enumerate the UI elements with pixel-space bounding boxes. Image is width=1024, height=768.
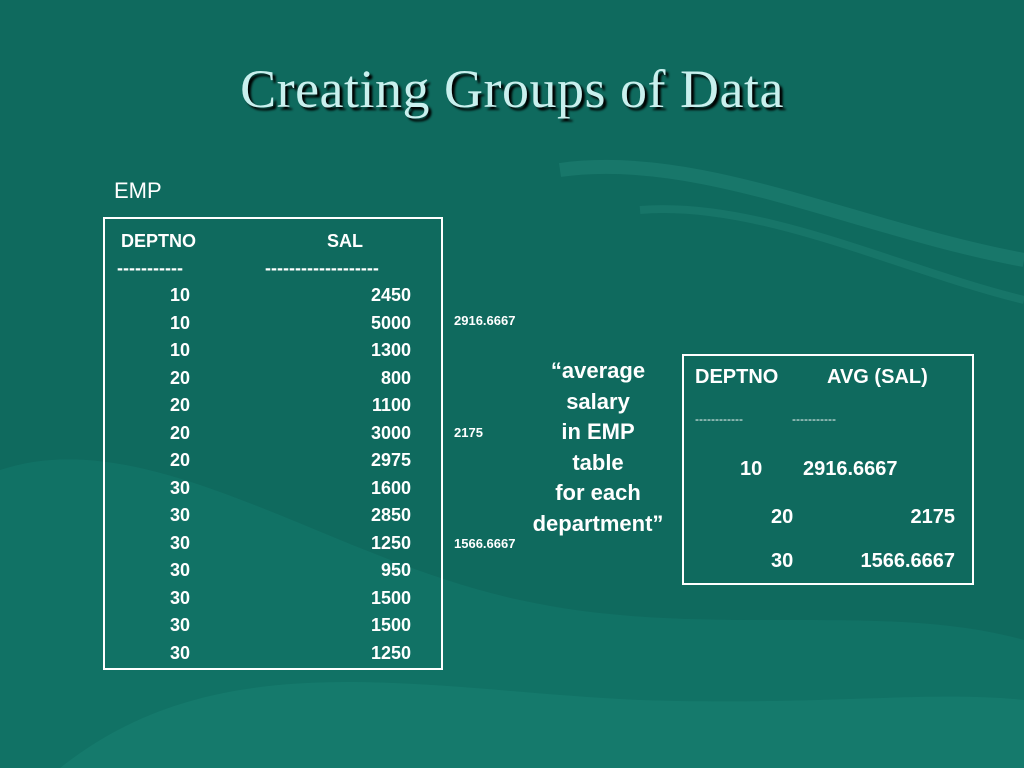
result-header-deptno: DEPTNO xyxy=(695,366,778,389)
emp-row: 30 1250 xyxy=(105,643,441,670)
result-avg: 1566.6667 xyxy=(860,550,955,573)
emp-row: 10 1300 xyxy=(105,340,441,367)
emp-deptno-cell: 20 xyxy=(145,450,215,471)
emp-sal-cell: 1500 xyxy=(291,615,411,636)
emp-deptno-cell: 30 xyxy=(145,643,215,664)
emp-deptno-cell: 30 xyxy=(145,505,215,526)
emp-row: 30 950 xyxy=(105,560,441,587)
emp-deptno-cell: 30 xyxy=(145,588,215,609)
emp-deptno-cell: 20 xyxy=(145,423,215,444)
callout-line: table xyxy=(516,448,680,479)
emp-row: 10 2450 xyxy=(105,285,441,312)
emp-sal-cell: 950 xyxy=(291,560,411,581)
result-deptno: 20 xyxy=(771,506,793,529)
emp-row: 30 1500 xyxy=(105,588,441,615)
emp-deptno-cell: 10 xyxy=(145,285,215,306)
result-avg: 2175 xyxy=(911,506,956,529)
emp-sal-cell: 1500 xyxy=(291,588,411,609)
emp-deptno-cell: 30 xyxy=(145,478,215,499)
group-average-note: 2175 xyxy=(454,425,483,440)
slide-title: Creating Groups of Data xyxy=(0,58,1024,120)
group-average-note: 2916.6667 xyxy=(454,313,515,328)
average-salary-callout: “average salary in EMP table for each de… xyxy=(516,356,680,539)
emp-divider-row: ----------- ------------------- xyxy=(105,258,441,285)
emp-sal-cell: 2850 xyxy=(291,505,411,526)
emp-sal-cell: 1600 xyxy=(291,478,411,499)
callout-line: salary xyxy=(516,387,680,418)
emp-header-row: DEPTNO SAL xyxy=(105,231,441,258)
emp-deptno-cell: 30 xyxy=(145,615,215,636)
result-table: DEPTNO AVG (SAL) ------------ ----------… xyxy=(682,354,974,585)
emp-row: 30 2850 xyxy=(105,505,441,532)
emp-table-label: EMP xyxy=(114,178,162,204)
emp-sal-cell: 1250 xyxy=(291,533,411,554)
emp-deptno-cell: 20 xyxy=(145,395,215,416)
result-avg: 2916.6667 xyxy=(803,458,898,481)
callout-line: in EMP xyxy=(516,417,680,448)
emp-header-deptno: DEPTNO xyxy=(121,231,196,252)
result-divider-deptno: ------------ xyxy=(695,412,743,426)
emp-row: 20 1100 xyxy=(105,395,441,422)
emp-row: 10 5000 xyxy=(105,313,441,340)
emp-deptno-cell: 10 xyxy=(145,313,215,334)
emp-row: 30 1600 xyxy=(105,478,441,505)
emp-deptno-cell: 30 xyxy=(145,560,215,581)
emp-row: 20 800 xyxy=(105,368,441,395)
emp-header-sal: SAL xyxy=(327,231,363,252)
callout-line: department” xyxy=(516,509,680,540)
callout-line: “average xyxy=(516,356,680,387)
emp-sal-cell: 2450 xyxy=(291,285,411,306)
emp-sal-cell: 5000 xyxy=(291,313,411,334)
emp-row: 20 2975 xyxy=(105,450,441,477)
result-divider-avg: ----------- xyxy=(792,412,836,426)
emp-divider-deptno: ----------- xyxy=(117,258,183,279)
emp-sal-cell: 1300 xyxy=(291,340,411,361)
emp-row: 30 1500 xyxy=(105,615,441,642)
emp-divider-sal: ------------------- xyxy=(265,258,379,279)
callout-line: for each xyxy=(516,478,680,509)
result-deptno: 30 xyxy=(771,550,793,573)
emp-row: 30 1250 xyxy=(105,533,441,560)
emp-sal-cell: 1100 xyxy=(291,395,411,416)
emp-deptno-cell: 20 xyxy=(145,368,215,389)
emp-deptno-cell: 30 xyxy=(145,533,215,554)
result-deptno: 10 xyxy=(740,458,762,481)
group-average-note: 1566.6667 xyxy=(454,536,515,551)
emp-sal-cell: 800 xyxy=(291,368,411,389)
emp-sal-cell: 3000 xyxy=(291,423,411,444)
result-header-avg: AVG (SAL) xyxy=(827,366,928,389)
emp-row: 20 3000 xyxy=(105,423,441,450)
emp-sal-cell: 1250 xyxy=(291,643,411,664)
emp-table: DEPTNO SAL ----------- -----------------… xyxy=(103,217,443,670)
emp-deptno-cell: 10 xyxy=(145,340,215,361)
emp-sal-cell: 2975 xyxy=(291,450,411,471)
